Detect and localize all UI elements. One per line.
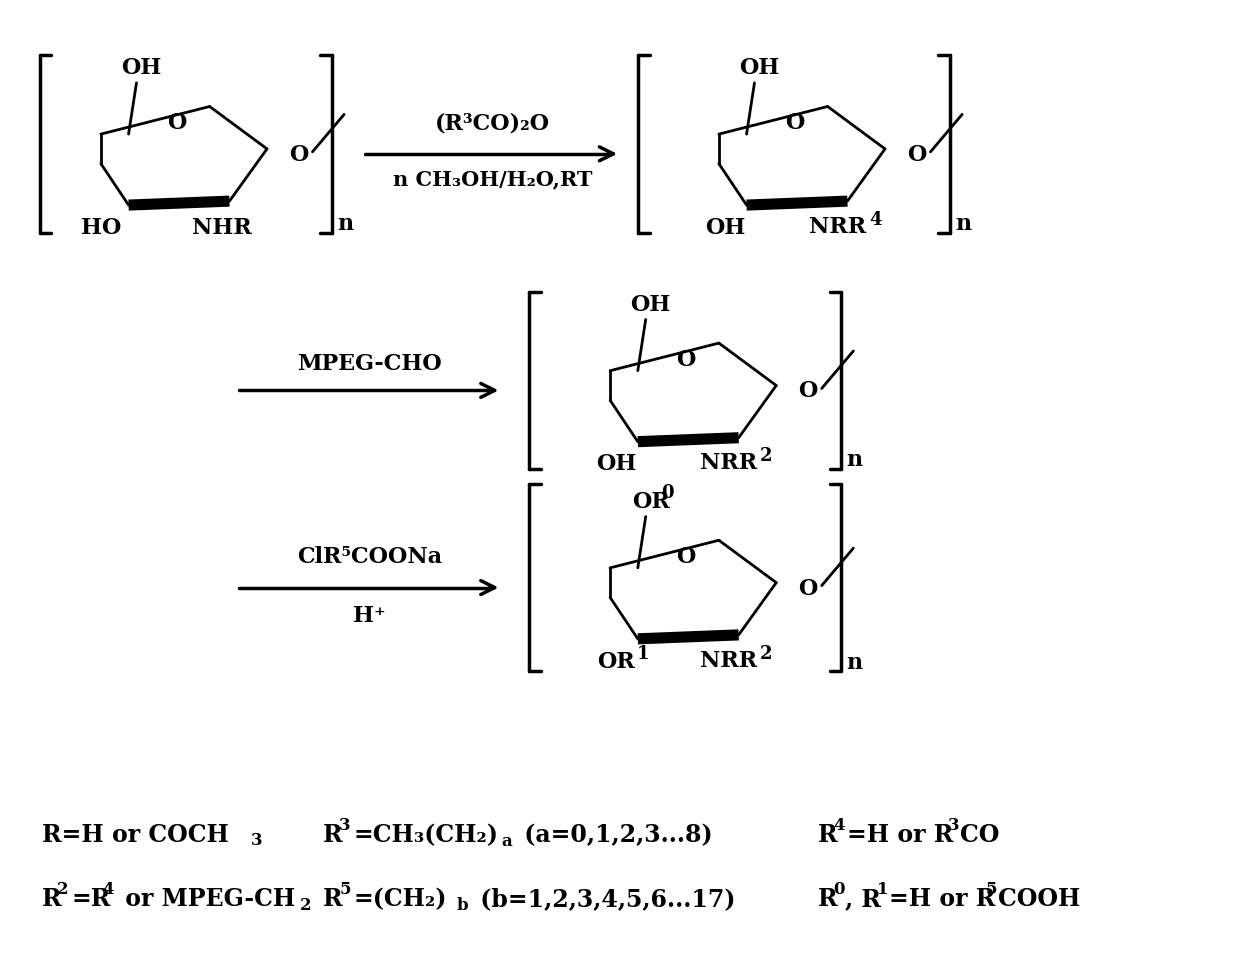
Text: H⁺: H⁺ <box>353 605 386 626</box>
Text: 3: 3 <box>340 816 351 832</box>
Text: O: O <box>677 545 696 568</box>
Text: 1: 1 <box>636 644 649 662</box>
Text: NRR: NRR <box>701 452 758 474</box>
Text: O: O <box>906 144 926 166</box>
Text: n: n <box>955 213 971 234</box>
Text: CO: CO <box>960 823 999 846</box>
Text: HO: HO <box>81 217 122 238</box>
Text: 3: 3 <box>949 816 960 832</box>
Text: OH: OH <box>630 293 671 316</box>
Text: or MPEG-CH: or MPEG-CH <box>117 886 295 911</box>
Text: =CH₃(CH₂): =CH₃(CH₂) <box>353 823 498 846</box>
Text: a: a <box>501 832 512 850</box>
Text: O: O <box>799 577 817 599</box>
Text: (b=1,2,3,4,5,6...17): (b=1,2,3,4,5,6...17) <box>471 886 735 911</box>
Text: 2: 2 <box>57 880 69 897</box>
Text: (a=0,1,2,3...8): (a=0,1,2,3...8) <box>516 823 713 846</box>
Text: n: n <box>846 651 862 673</box>
Text: R: R <box>817 823 837 846</box>
Text: =(CH₂): =(CH₂) <box>353 886 446 911</box>
Text: n: n <box>846 449 862 471</box>
Text: R=H or COCH: R=H or COCH <box>42 823 228 846</box>
Text: O: O <box>289 144 309 166</box>
Text: OR: OR <box>631 490 670 512</box>
Text: OH: OH <box>122 57 161 79</box>
Text: (R³CO)₂O: (R³CO)₂O <box>435 112 551 134</box>
Text: NRR: NRR <box>701 649 758 671</box>
Text: =H or R: =H or R <box>889 886 996 911</box>
Text: 3: 3 <box>252 831 263 849</box>
Text: O: O <box>799 380 817 402</box>
Text: 5: 5 <box>986 880 997 897</box>
Text: 2: 2 <box>760 447 773 465</box>
Text: R: R <box>324 823 343 846</box>
Text: b: b <box>456 897 469 913</box>
Text: n: n <box>337 213 353 234</box>
Text: 4: 4 <box>869 211 882 229</box>
Text: 5: 5 <box>340 880 351 897</box>
Text: 2: 2 <box>300 897 311 913</box>
Text: OH: OH <box>739 57 780 79</box>
Text: O: O <box>785 112 805 134</box>
Text: COOH: COOH <box>998 886 1080 911</box>
Text: =R: =R <box>71 886 110 911</box>
Text: O: O <box>167 112 187 134</box>
Text: n CH₃OH/H₂O,RT: n CH₃OH/H₂O,RT <box>393 169 593 190</box>
Text: 0: 0 <box>833 880 846 897</box>
Text: NHR: NHR <box>192 217 252 238</box>
Text: O: O <box>677 349 696 370</box>
Text: 4: 4 <box>103 880 114 897</box>
Text: 2: 2 <box>760 644 773 662</box>
Text: R: R <box>42 886 61 911</box>
Text: =H or R: =H or R <box>847 823 954 846</box>
Text: 1: 1 <box>877 880 889 897</box>
Text: ClR⁵COONa: ClR⁵COONa <box>298 545 443 568</box>
Text: OH: OH <box>704 217 745 238</box>
Text: , R: , R <box>846 886 882 911</box>
Text: R: R <box>324 886 343 911</box>
Text: 4: 4 <box>833 816 846 832</box>
Text: OR: OR <box>598 650 635 672</box>
Text: OH: OH <box>596 453 636 475</box>
Text: R: R <box>817 886 837 911</box>
Text: MPEG-CHO: MPEG-CHO <box>298 353 443 374</box>
Text: 0: 0 <box>661 484 673 501</box>
Text: NRR: NRR <box>808 216 866 237</box>
